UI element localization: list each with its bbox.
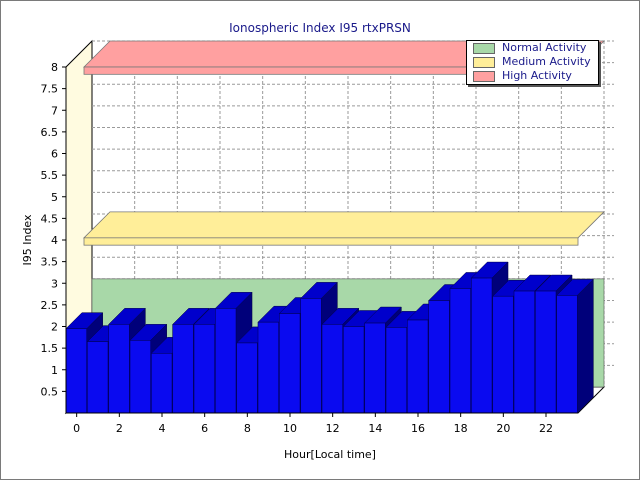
x-tick-label: 10: [283, 422, 297, 435]
x-tick-label: 8: [244, 422, 251, 435]
x-tick-label: 20: [496, 422, 510, 435]
bar-front: [193, 324, 215, 414]
legend-swatch-medium: [473, 56, 495, 68]
bar-front: [108, 324, 130, 414]
legend-label-high: High Activity: [502, 69, 572, 82]
chart-title: Ionospheric Index I95 rtxPRSN: [229, 21, 411, 35]
y-tick-label: 4.5: [41, 212, 59, 225]
bar-front: [87, 341, 109, 414]
legend-label-medium: Medium Activity: [502, 55, 591, 68]
y-tick-label: 6.5: [41, 126, 59, 139]
legend-item-normal: Normal Activity: [473, 41, 598, 55]
legend-label-normal: Normal Activity: [502, 41, 587, 54]
bar-side: [577, 278, 594, 414]
y-tick-label: 1: [51, 364, 58, 377]
bar-front: [492, 295, 514, 414]
y-axis-ticks: 0.5 1 1.5 2 2.5 3 3.5 4 4.5 5 5.5 6 6.5 7 7.5 8: [41, 61, 66, 398]
y-tick-label: 3: [51, 277, 58, 290]
legend-swatch-high: [473, 70, 495, 82]
band-slab-front: [83, 237, 579, 246]
bar-front: [300, 298, 322, 414]
bar-front: [151, 353, 173, 414]
x-tick-label: 4: [159, 422, 166, 435]
legend-swatch-normal: [473, 42, 495, 54]
x-tick-label: 14: [368, 422, 382, 435]
x-axis-title: Hour[Local time]: [284, 448, 376, 461]
y-tick-label: 4: [51, 234, 58, 247]
y-tick-label: 5: [51, 191, 58, 204]
bar-front: [471, 277, 493, 414]
bar-front: [556, 295, 578, 414]
x-tick-label: 12: [326, 422, 340, 435]
y-tick-label: 8: [51, 61, 58, 74]
bar-front: [364, 322, 386, 414]
bar-front: [236, 342, 258, 414]
y-tick-label: 1.5: [41, 342, 59, 355]
bar-hour-23: [556, 278, 594, 414]
band-slab-top: [83, 211, 605, 239]
y-axis-title: I95 Index: [21, 214, 34, 266]
x-tick-label: 2: [116, 422, 123, 435]
bar-front: [172, 324, 194, 414]
y-tick-label: 6: [51, 148, 58, 161]
legend-item-high: High Activity: [473, 69, 598, 83]
x-tick-label: 0: [73, 422, 80, 435]
x-tick-label: 22: [539, 422, 553, 435]
y-tick-label: 0.5: [41, 385, 59, 398]
bar-front: [407, 319, 429, 414]
bar-front: [279, 313, 301, 414]
bar-front: [129, 340, 151, 414]
bar-front: [257, 321, 279, 414]
band-medium-activity: [83, 211, 605, 246]
bar-front: [321, 324, 343, 414]
y-tick-label: 5.5: [41, 169, 59, 182]
bar-front: [65, 328, 87, 414]
bar-front: [449, 288, 471, 414]
x-axis-ticks: 0 2 4 6 8 10 12 14 16 18 20 22: [73, 413, 553, 435]
bar-front: [343, 326, 365, 414]
legend-item-medium: Medium Activity: [473, 55, 598, 69]
legend: Normal Activity Medium Activity High Act…: [466, 40, 599, 85]
bars: [65, 261, 594, 414]
bar-front: [215, 308, 237, 414]
bar-front: [385, 327, 407, 414]
bar-front: [428, 300, 450, 414]
y-tick-label: 2.5: [41, 299, 59, 312]
x-tick-label: 18: [454, 422, 468, 435]
y-tick-label: 3.5: [41, 256, 59, 269]
bar-front: [535, 290, 557, 414]
y-tick-label: 2: [51, 321, 58, 334]
x-tick-label: 6: [201, 422, 208, 435]
y-tick-label: 7.5: [41, 83, 59, 96]
x-tick-label: 16: [411, 422, 425, 435]
y-tick-label: 7: [51, 104, 58, 117]
bar-front: [513, 290, 535, 414]
